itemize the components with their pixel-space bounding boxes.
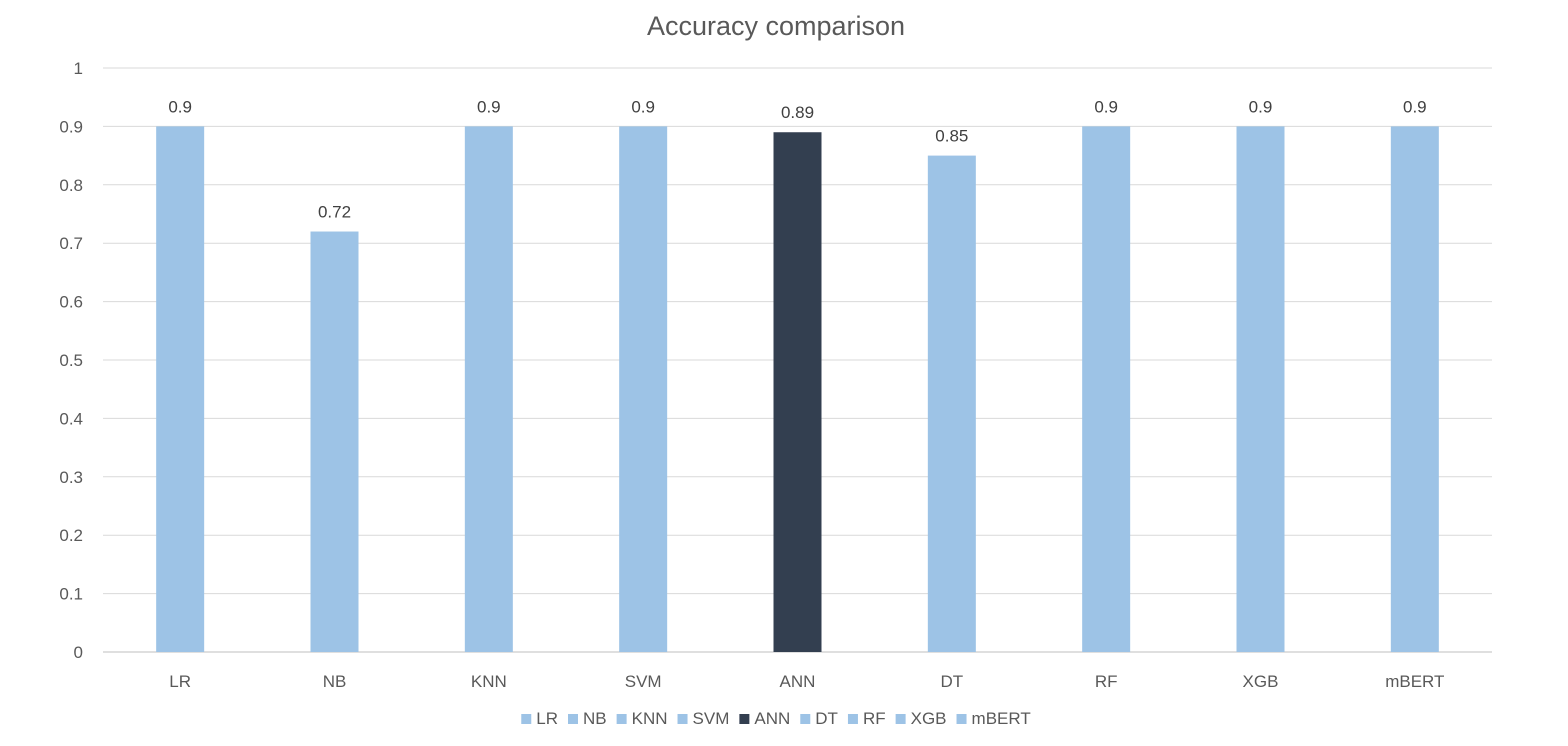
bar-mbert: [1390, 126, 1439, 652]
bar-ann: [773, 132, 822, 653]
y-tick-label: 0.8: [59, 176, 83, 195]
legend-label: ANN: [754, 709, 790, 728]
legend-item-rf: RF: [847, 709, 886, 728]
y-tick-label: 0.1: [59, 585, 83, 604]
legend-label: KNN: [632, 709, 668, 728]
legend-swatch: [616, 714, 627, 724]
legend-swatch: [847, 714, 858, 724]
y-tick-label: 1: [74, 59, 83, 78]
legend-label: DT: [815, 709, 838, 728]
legend-item-nb: NB: [568, 709, 607, 728]
legend-swatch: [521, 714, 532, 724]
data-label-mbert: 0.9: [1403, 97, 1427, 116]
data-label-lr: 0.9: [168, 97, 192, 116]
x-tick-label-svm: SVM: [625, 672, 662, 691]
data-label-nb: 0.72: [318, 203, 351, 222]
data-label-svm: 0.9: [631, 97, 655, 116]
legend-item-xgb: XGB: [895, 709, 947, 728]
legend-label: XGB: [911, 709, 947, 728]
x-tick-label-knn: KNN: [471, 672, 507, 691]
x-tick-label-ann: ANN: [780, 672, 816, 691]
legend-swatch: [895, 714, 906, 724]
x-tick-label-xgb: XGB: [1243, 672, 1279, 691]
bar-lr: [156, 126, 205, 652]
data-label-rf: 0.9: [1094, 97, 1118, 116]
x-tick-label-nb: NB: [323, 672, 347, 691]
y-tick-label: 0.9: [59, 117, 83, 136]
legend-label: NB: [583, 709, 607, 728]
bar-svm: [619, 126, 668, 652]
legend: LR NB KNN SVM ANN DT RF XGB mBERT: [521, 709, 1031, 728]
x-tick-label-lr: LR: [169, 672, 191, 691]
y-tick-label: 0.5: [59, 351, 83, 370]
legend-item-dt: DT: [800, 709, 838, 728]
legend-label: RF: [863, 709, 886, 728]
legend-label: SVM: [693, 709, 730, 728]
legend-swatch: [800, 714, 811, 724]
legend-label: LR: [536, 709, 558, 728]
bar-rf: [1082, 126, 1131, 652]
legend-item-mbert: mBERT: [956, 709, 1031, 728]
bar-dt: [927, 155, 976, 652]
y-axis-ticks: 0 0.1 0.2 0.3 0.4 0.5 0.6 0.7 0.8 0.9 1: [59, 59, 83, 662]
x-axis-ticks: LR NB KNN SVM ANN DT RF XGB mBERT: [169, 672, 1444, 691]
legend-item-knn: KNN: [616, 709, 668, 728]
y-tick-label: 0.2: [59, 526, 83, 545]
legend-swatch: [568, 714, 578, 724]
bar-xgb: [1236, 126, 1285, 652]
x-tick-label-dt: DT: [940, 672, 963, 691]
x-tick-label-mbert: mBERT: [1385, 672, 1444, 691]
data-label-dt: 0.85: [935, 127, 968, 146]
bar-knn: [464, 126, 513, 652]
legend-item-ann: ANN: [739, 709, 790, 728]
y-tick-label: 0.4: [59, 409, 83, 428]
legend-item-svm: SVM: [677, 709, 730, 728]
y-tick-label: 0.7: [59, 234, 83, 253]
legend-label: mBERT: [972, 709, 1031, 728]
chart-title: Accuracy comparison: [647, 11, 905, 41]
x-tick-label-rf: RF: [1095, 672, 1118, 691]
y-tick-label: 0.3: [59, 468, 83, 487]
data-label-ann: 0.89: [781, 103, 814, 122]
bars: [156, 126, 1439, 653]
data-label-knn: 0.9: [477, 97, 501, 116]
legend-swatch: [956, 714, 967, 724]
bar-nb: [310, 231, 359, 652]
y-tick-label: 0.6: [59, 293, 83, 312]
y-tick-label: 0: [74, 643, 83, 662]
legend-swatch: [739, 714, 750, 724]
legend-swatch: [677, 714, 688, 724]
data-labels: 0.9 0.72 0.9 0.9 0.89 0.85 0.9 0.9 0.9: [168, 97, 1426, 221]
data-label-xgb: 0.9: [1249, 97, 1273, 116]
legend-item-lr: LR: [521, 709, 558, 728]
